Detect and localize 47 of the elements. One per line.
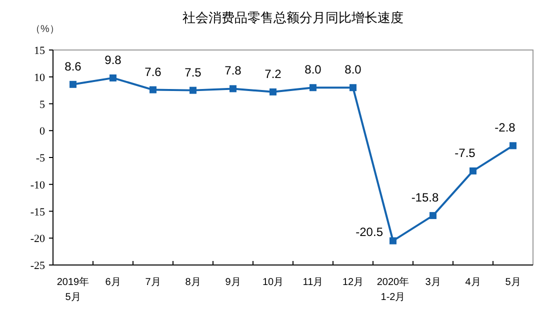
x-tick-label: 6月 [105,277,121,288]
point [150,86,156,94]
x-tick-label: 8月 [185,277,201,288]
y-tick-label: -20 [30,233,46,246]
x-tick-label: 4月 [465,277,481,288]
y-tick-label: -15 [30,206,46,218]
data-label: 8.6 [64,59,82,74]
data-label: -15.8 [411,190,439,205]
chart-title: 社会消费品零售总额分月同比增长速度 [182,10,404,25]
data-label: -20.5 [356,224,384,239]
x-tick-label: 10月 [262,277,284,288]
data-label: 9.8 [104,52,122,67]
y-tick-label: 10 [34,72,46,84]
point [230,85,236,92]
point [430,212,436,220]
data-label: 7.8 [224,64,242,78]
y-tick-label: 15 [34,45,46,57]
point [510,142,516,150]
point [190,86,196,94]
x-tick-label: 2019年 5月 [56,276,90,303]
point [390,237,396,244]
point [470,167,476,174]
point [110,74,116,82]
x-tick-label: 5月 [505,277,521,288]
data-label: 8.0 [304,62,322,77]
x-tick-label: 9月 [225,277,241,288]
point [70,80,76,88]
data-label: 7.5 [184,65,202,80]
data-label: 8.0 [344,62,362,77]
data-label: -7.5 [454,146,476,160]
point [270,88,276,96]
y-tick-label: -10 [30,179,46,192]
x-tick-label: 3月 [425,277,441,288]
data-label: 7.2 [264,66,282,81]
point [350,84,356,92]
y-tick-label: 0 [40,126,46,138]
y-axis-title: （%） [30,24,60,35]
data-label: 7.6 [144,64,162,79]
y-tick-label: 5 [40,98,46,111]
data-label: -2.8 [494,120,516,135]
y-tick-label: -5 [36,152,46,164]
x-tick-label: 12月 [342,277,364,288]
x-tick-label: 2020年 1-2月 [376,276,410,303]
point [310,84,316,92]
x-tick-label: 7月 [145,277,161,288]
x-tick-label: 11月 [302,277,324,288]
y-tick-label: -25 [30,260,46,272]
